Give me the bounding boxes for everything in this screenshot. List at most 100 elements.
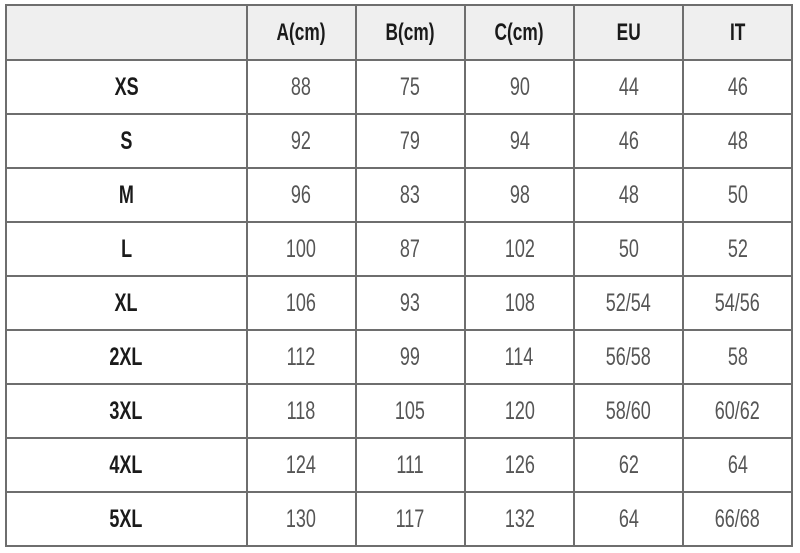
column-header: [5, 4, 248, 61]
cell-text: 75: [400, 72, 421, 101]
table-row: 4XL 124 111 126 62 64: [5, 437, 794, 493]
table-cell: 60/62: [681, 383, 794, 439]
cell-text: 79: [400, 126, 421, 155]
column-header: C(cm): [463, 4, 575, 61]
table-row: 3XL 118 105 120 58/60 60/62: [5, 383, 794, 439]
table-cell: 56/58: [572, 329, 684, 385]
cell-text: 83: [400, 180, 421, 209]
table-cell: 117: [354, 491, 466, 547]
size-label-cell: 3XL: [5, 383, 248, 439]
header-row: A(cm) B(cm) C(cm) EU IT: [5, 4, 794, 61]
cell-text: 64: [727, 450, 748, 479]
table-cell: 75: [354, 59, 466, 115]
table-cell: 132: [463, 491, 575, 547]
cell-text: 46: [727, 72, 748, 101]
cell-text: 100: [286, 234, 317, 263]
table-cell: 130: [245, 491, 357, 547]
table-cell: 114: [463, 329, 575, 385]
table-cell: 52: [681, 221, 794, 277]
cell-text: 62: [618, 450, 639, 479]
table-cell: 58: [681, 329, 794, 385]
table-cell: 48: [572, 167, 684, 223]
table-cell: 108: [463, 275, 575, 331]
cell-text: 58/60: [605, 396, 651, 425]
cell-text: 4XL: [109, 450, 143, 479]
cell-text: 106: [286, 288, 317, 317]
table-cell: 48: [681, 113, 794, 169]
table-cell: 50: [681, 167, 794, 223]
table-cell: 79: [354, 113, 466, 169]
table-cell: 93: [354, 275, 466, 331]
cell-text: 117: [395, 504, 425, 533]
column-header-label: IT: [729, 18, 746, 46]
table-cell: 106: [245, 275, 357, 331]
cell-text: 50: [727, 180, 748, 209]
cell-text: M: [118, 180, 134, 209]
cell-text: 130: [286, 504, 317, 533]
table-row: L 100 87 102 50 52: [5, 221, 794, 277]
cell-text: 54/56: [714, 288, 760, 317]
cell-text: 96: [291, 180, 312, 209]
table-cell: 111: [354, 437, 466, 493]
table-cell: 87: [354, 221, 466, 277]
table-cell: 50: [572, 221, 684, 277]
cell-text: 118: [286, 396, 316, 425]
size-label-cell: 5XL: [5, 491, 248, 547]
table-cell: 112: [245, 329, 357, 385]
cell-text: S: [120, 126, 133, 155]
table-row: S 92 79 94 46 48: [5, 113, 794, 169]
column-header-label: A(cm): [276, 18, 326, 46]
size-label-cell: S: [5, 113, 248, 169]
size-label-cell: L: [5, 221, 248, 277]
table-cell: 98: [463, 167, 575, 223]
cell-text: 50: [618, 234, 639, 263]
column-header: B(cm): [354, 4, 466, 61]
cell-text: 108: [504, 288, 535, 317]
table-cell: 94: [463, 113, 575, 169]
size-label-cell: M: [5, 167, 248, 223]
table-row: XL 106 93 108 52/54 54/56: [5, 275, 794, 331]
table-cell: 92: [245, 113, 357, 169]
cell-text: 64: [618, 504, 639, 533]
table-cell: 54/56: [681, 275, 794, 331]
cell-text: 111: [396, 450, 424, 479]
table-cell: 58/60: [572, 383, 684, 439]
cell-text: XS: [114, 72, 139, 101]
table-row: M 96 83 98 48 50: [5, 167, 794, 223]
size-label-cell: XS: [5, 59, 248, 115]
cell-text: 46: [618, 126, 639, 155]
column-header: IT: [681, 4, 794, 61]
table-cell: 102: [463, 221, 575, 277]
table-cell: 88: [245, 59, 357, 115]
cell-text: 93: [400, 288, 421, 317]
cell-text: 92: [291, 126, 312, 155]
column-header-label: C(cm): [494, 18, 544, 46]
table-cell: 126: [463, 437, 575, 493]
cell-text: 48: [727, 126, 748, 155]
table-cell: 105: [354, 383, 466, 439]
table-cell: 62: [572, 437, 684, 493]
table-cell: 52/54: [572, 275, 684, 331]
cell-text: 5XL: [109, 504, 143, 533]
table-cell: 118: [245, 383, 357, 439]
cell-text: 3XL: [109, 396, 143, 425]
table-cell: 44: [572, 59, 684, 115]
cell-text: 88: [291, 72, 312, 101]
table-cell: 124: [245, 437, 357, 493]
cell-text: 114: [505, 342, 534, 371]
table-row: XS 88 75 90 44 46: [5, 59, 794, 115]
table-cell: 64: [681, 437, 794, 493]
table-cell: 64: [572, 491, 684, 547]
column-header-label: EU: [616, 18, 641, 46]
size-chart-table: A(cm) B(cm) C(cm) EU IT XS 88 75 90 44 46 S 92 79 94 4…: [5, 4, 794, 547]
cell-text: 44: [618, 72, 639, 101]
table-cell: 46: [572, 113, 684, 169]
cell-text: 2XL: [109, 342, 143, 371]
column-header-label: B(cm): [385, 18, 435, 46]
size-label-cell: 4XL: [5, 437, 248, 493]
cell-text: 94: [509, 126, 530, 155]
cell-text: 60/62: [714, 396, 760, 425]
table-cell: 90: [463, 59, 575, 115]
cell-text: 87: [400, 234, 421, 263]
cell-text: 58: [727, 342, 748, 371]
